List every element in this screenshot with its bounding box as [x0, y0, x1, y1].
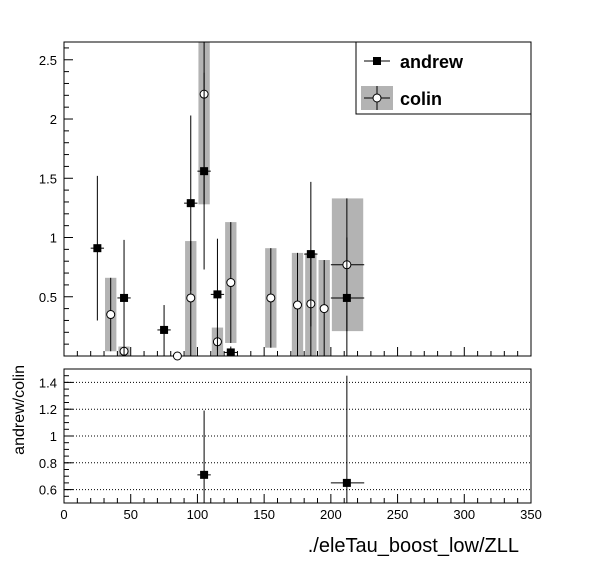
top-ytick-label: 1 — [50, 231, 57, 246]
andrew-point-1 — [120, 293, 129, 302]
andrew-point-2 — [160, 325, 169, 334]
andrew-point-7 — [306, 250, 315, 259]
ratio-frame — [63, 368, 532, 504]
top-ytick-label: 2.5 — [39, 53, 57, 68]
legend-colin-label: colin — [400, 89, 442, 109]
x-axis-title: ./eleTau_boost_low/ZLL — [308, 535, 519, 557]
ratio-y-axis-title: andrew/colin — [11, 365, 28, 455]
ratio-ytick-label: 1.2 — [39, 402, 57, 417]
ratio-xtick-label: 50 — [123, 507, 137, 522]
colin-point-10 — [319, 304, 329, 314]
ratio-xtick-label: 150 — [253, 507, 275, 522]
ratio-xtick-label: 100 — [187, 507, 209, 522]
andrew-point-3 — [186, 199, 195, 208]
top-ytick-label: 2 — [50, 112, 57, 127]
ratio-xtick-label: 350 — [520, 507, 542, 522]
colin-point-3 — [186, 293, 196, 303]
legend-andrew-label: andrew — [400, 52, 464, 72]
legend-colin-marker — [372, 93, 382, 103]
ratio-ytick-label: 0.8 — [39, 456, 57, 471]
colin-point-2 — [172, 351, 182, 361]
ratio-ytick-label: 1.4 — [39, 375, 57, 390]
ratio-point-0 — [200, 470, 209, 479]
top-ytick-label: 1.5 — [39, 171, 57, 186]
legend-andrew-marker — [373, 57, 381, 65]
ratio-xtick-label: 250 — [387, 507, 409, 522]
colin-point-7 — [266, 293, 276, 303]
ratio-xtick-label: 0 — [60, 507, 67, 522]
andrew-point-0 — [93, 244, 102, 253]
ratio-xtick-label: 200 — [320, 507, 342, 522]
ratio-point-1 — [342, 478, 351, 487]
andrew-point-8 — [342, 293, 351, 302]
ratio-panel: 0.6 0.8 1 1.2 1.4 0 50 100 150 200 250 300 350 — [39, 368, 542, 522]
ratio-ytick-label: 1 — [50, 429, 57, 444]
ratio-ytick-label: 0.6 — [39, 483, 57, 498]
ratio-xtick-label: 300 — [453, 507, 475, 522]
colin-point-0 — [106, 310, 116, 320]
colin-point-6 — [226, 278, 236, 288]
andrew-point-5 — [213, 290, 222, 299]
legend: andrew colin — [355, 41, 532, 115]
andrew-point-6 — [226, 348, 235, 357]
top-ytick-label: 0.5 — [39, 290, 57, 305]
colin-point-8 — [293, 300, 302, 310]
andrew-point-4 — [200, 167, 209, 176]
